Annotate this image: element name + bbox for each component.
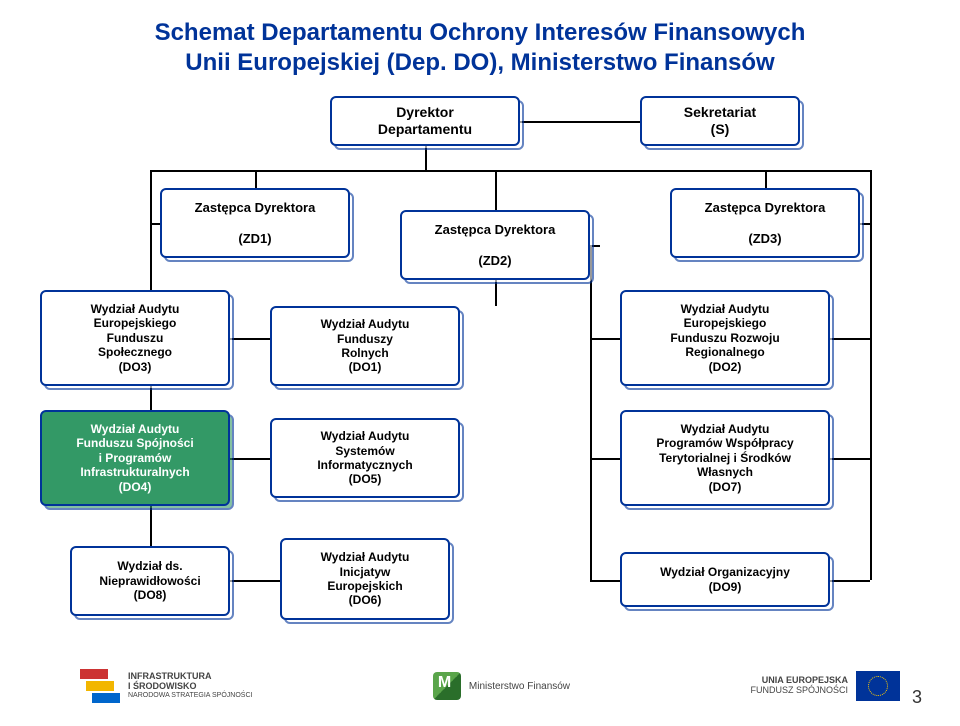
box-do2: Wydział AudytuEuropejskiegoFunduszu Rozw…	[620, 290, 830, 386]
eu-flag-icon	[856, 671, 900, 701]
box-dyrektor: DyrektorDepartamentu	[330, 96, 520, 146]
box-do4: Wydział AudytuFunduszu Spójnościi Progra…	[40, 410, 230, 506]
connector-h	[590, 338, 620, 340]
box-do5: Wydział AudytuSystemówInformatycznych(DO…	[270, 418, 460, 498]
footer-logos: INFRASTRUKTURA I ŚRODOWISKO NARODOWA STR…	[0, 656, 960, 716]
logo-ministerstwo: M Ministerstwo Finansów	[433, 672, 570, 700]
footer-mid-text: Ministerstwo Finansów	[469, 681, 570, 692]
connector-h	[590, 580, 620, 582]
footer-left-text3: NARODOWA STRATEGIA SPÓJNOŚCI	[128, 692, 252, 700]
box-do8: Wydział ds.Nieprawidłowości(DO8)	[70, 546, 230, 616]
connector-v	[495, 170, 497, 210]
connector-h	[830, 580, 870, 582]
connector-h	[150, 223, 160, 225]
connector-v	[870, 170, 872, 580]
footer-left-text2: I ŚRODOWISKO	[128, 682, 252, 692]
box-zd2: Zastępca Dyrektora(ZD2)	[400, 210, 590, 280]
box-zd1: Zastępca Dyrektora(ZD1)	[160, 188, 350, 258]
connector-v	[590, 245, 592, 580]
box-do7: Wydział AudytuProgramów WspółpracyTeryto…	[620, 410, 830, 506]
connector-v	[255, 170, 257, 188]
connector-v	[765, 170, 767, 188]
connector-h	[150, 170, 870, 172]
connector-h	[590, 458, 620, 460]
connector-h	[520, 121, 640, 123]
connector-h	[830, 338, 870, 340]
connector-h	[230, 338, 270, 340]
logo-left-mark	[80, 669, 120, 703]
logo-eu: UNIA EUROPEJSKA FUNDUSZ SPÓJNOŚCI	[750, 671, 900, 701]
footer-right-text2: FUNDUSZ SPÓJNOŚCI	[750, 686, 848, 696]
box-do9: Wydział Organizacyjny(DO9)	[620, 552, 830, 607]
box-do6: Wydział AudytuInicjatywEuropejskich(DO6)	[280, 538, 450, 620]
logo-infrastruktura: INFRASTRUKTURA I ŚRODOWISKO NARODOWA STR…	[80, 669, 252, 703]
box-do3: Wydział AudytuEuropejskiegoFunduszuSpołe…	[40, 290, 230, 386]
logo-mid-mark: M	[433, 672, 461, 700]
box-sekret: Sekretariat(S)	[640, 96, 800, 146]
chart-title: Schemat Departamentu Ochrony Interesów F…	[0, 0, 960, 78]
title-line1: Schemat Departamentu Ochrony Interesów F…	[155, 19, 806, 46]
title-line2: Unii Europejskiej (Dep. DO), Ministerstw…	[185, 49, 774, 76]
box-do1: Wydział AudytuFunduszyRolnych(DO1)	[270, 306, 460, 386]
connector-h	[830, 458, 870, 460]
box-zd3: Zastępca Dyrektora(ZD3)	[670, 188, 860, 258]
